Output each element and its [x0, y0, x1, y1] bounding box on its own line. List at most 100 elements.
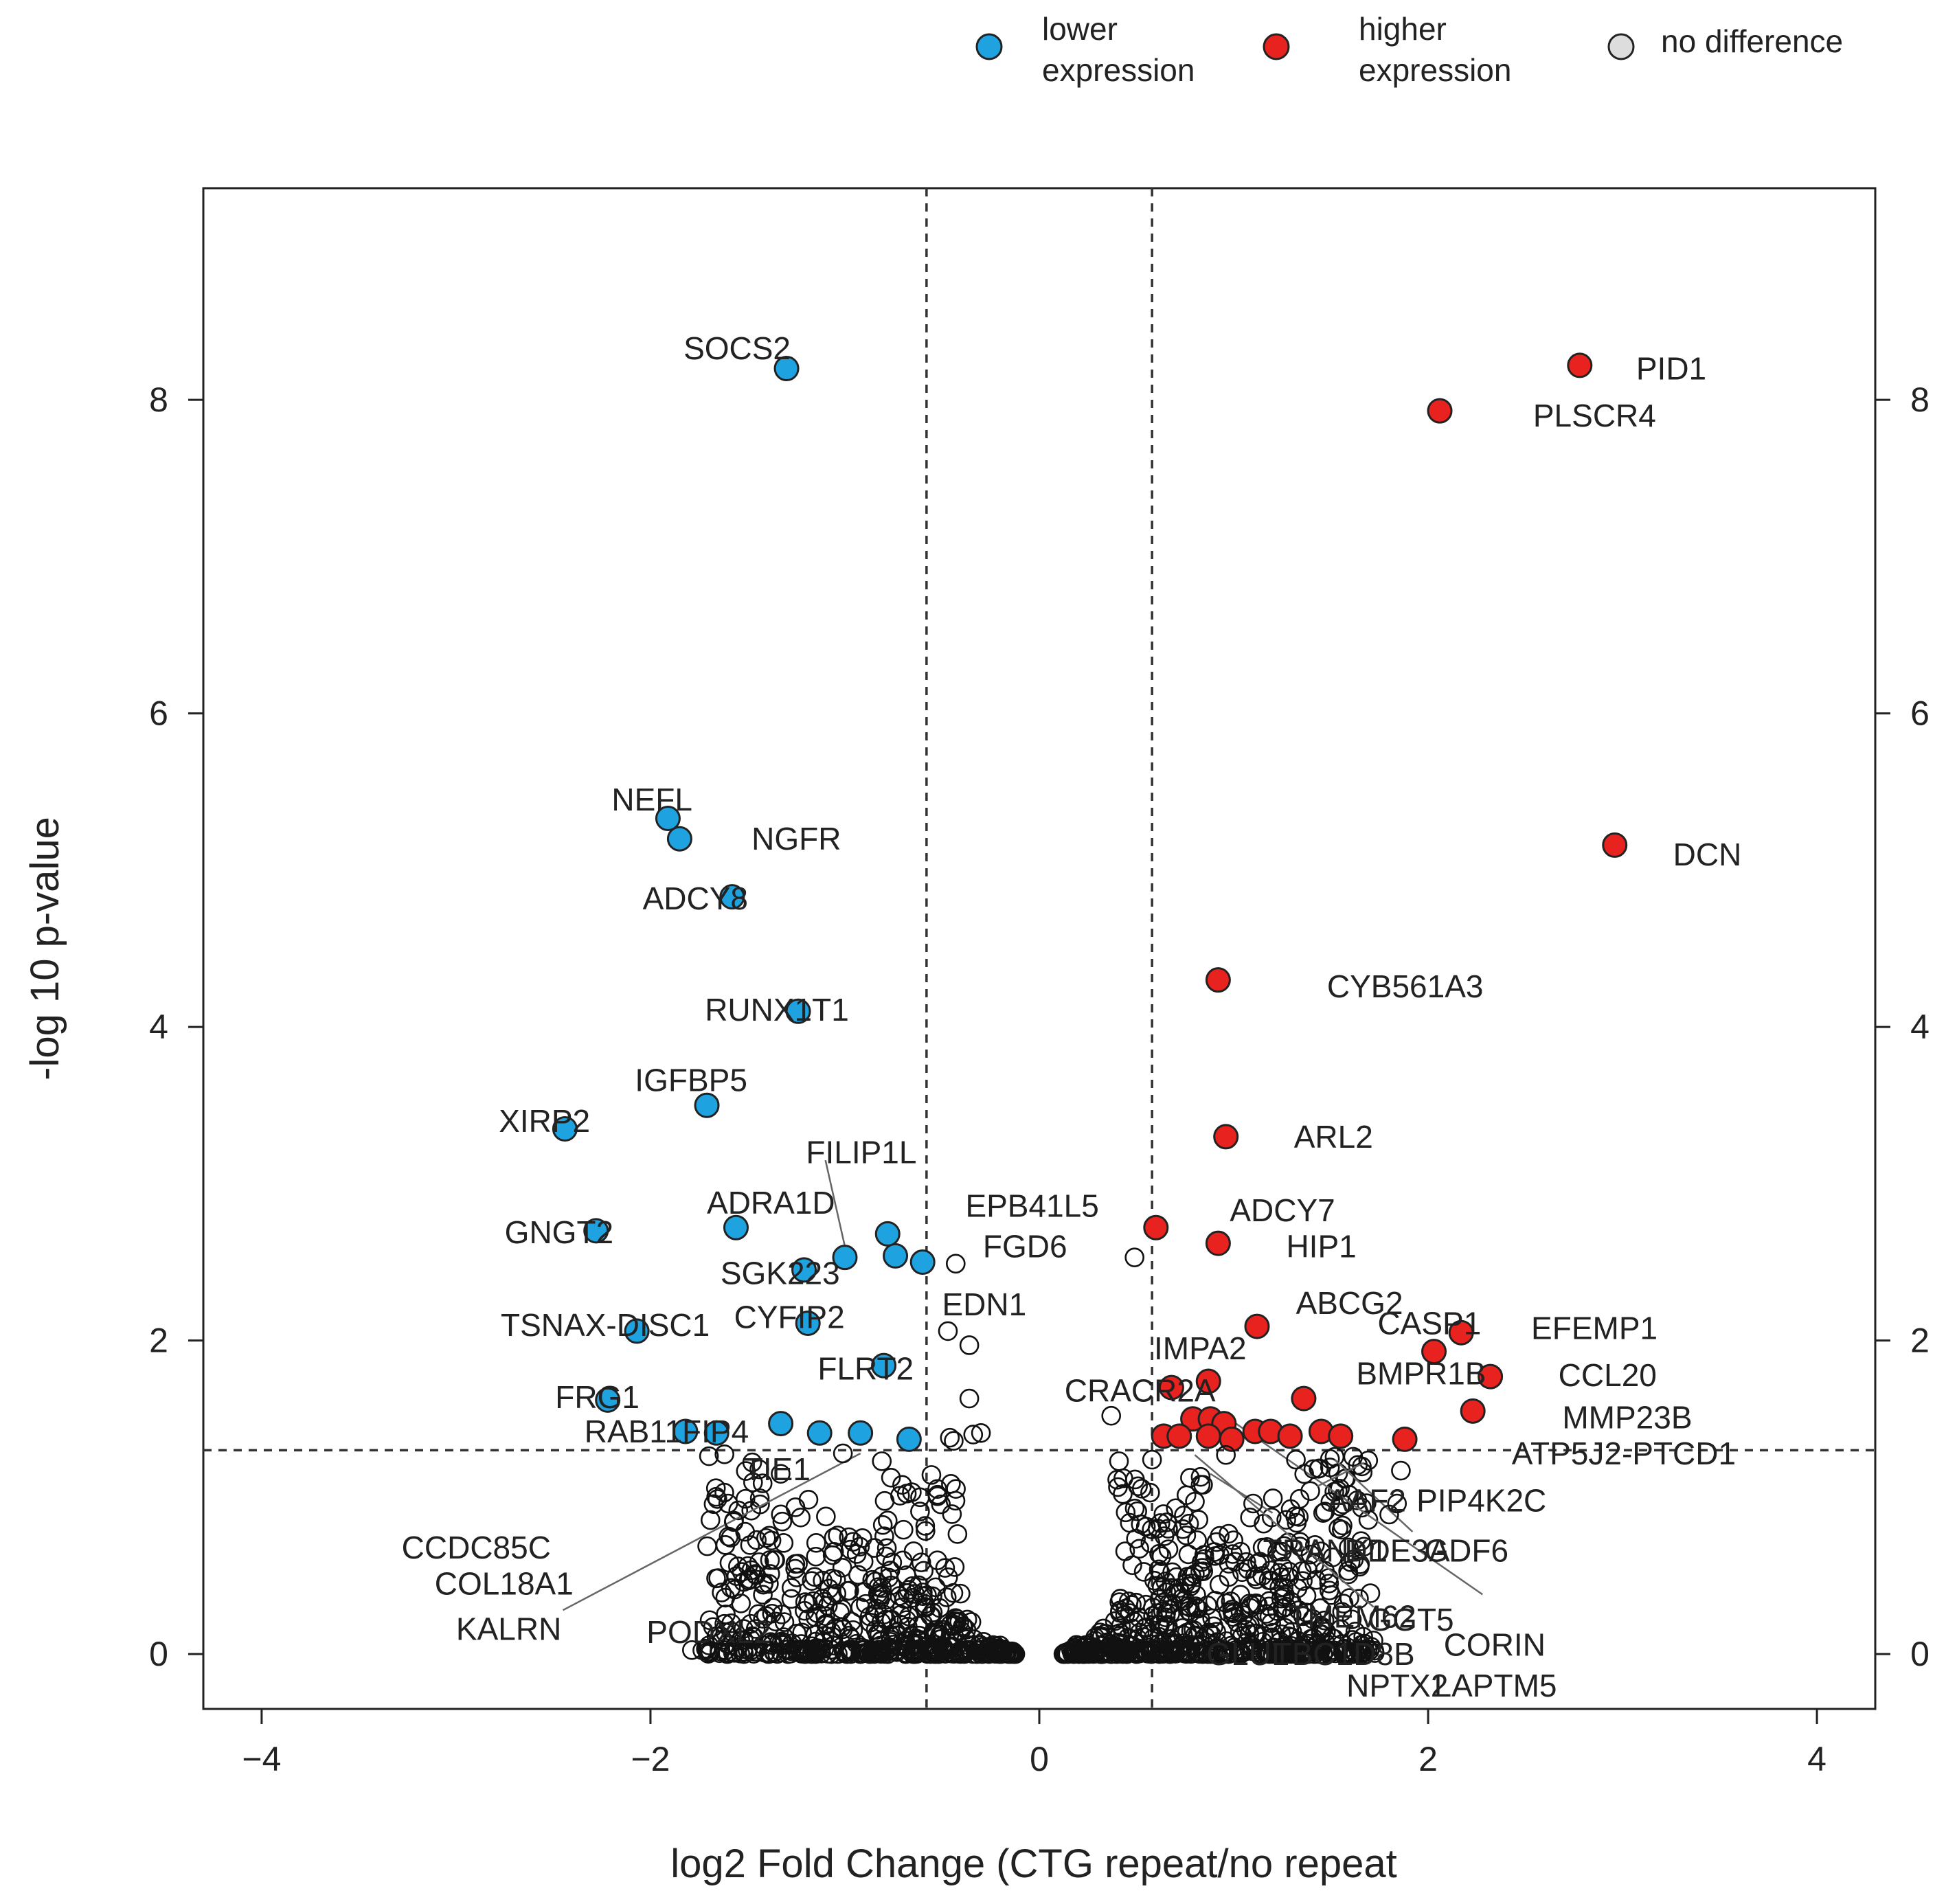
point-no-difference — [785, 1559, 805, 1579]
point-no-difference — [1180, 1576, 1201, 1596]
gene-label: MMP23B — [1562, 1399, 1692, 1435]
point-no-difference — [1293, 1606, 1313, 1627]
legend-label-none: no difference — [1661, 23, 1843, 59]
point-no-difference — [876, 1538, 897, 1559]
point-lower-expression — [723, 1214, 749, 1240]
point-higher-expression — [1448, 1319, 1474, 1346]
point-no-difference — [764, 1550, 784, 1570]
point-no-difference — [1358, 1450, 1379, 1471]
point-no-difference — [1319, 1574, 1339, 1594]
point-higher-expression — [1213, 1124, 1239, 1150]
point-no-difference — [959, 1388, 980, 1409]
point-no-difference — [1274, 1577, 1294, 1598]
point-no-difference — [944, 1557, 965, 1577]
point-no-difference — [1202, 1608, 1222, 1629]
point-no-difference — [1149, 1543, 1169, 1564]
point-no-difference — [903, 1541, 924, 1561]
point-no-difference — [1274, 1642, 1293, 1662]
point-no-difference — [771, 1504, 791, 1525]
point-no-difference — [1352, 1456, 1372, 1477]
point-no-difference — [1346, 1642, 1366, 1662]
point-no-difference — [1296, 1602, 1316, 1623]
gene-label: EPB41L5 — [965, 1188, 1098, 1223]
point-no-difference — [1332, 1602, 1353, 1622]
axes: −4 −2 0 2 4 0 0 2 2 4 4 6 6 8 8 — [149, 381, 1930, 1778]
point-no-difference — [1179, 1513, 1199, 1534]
point-higher-expression — [1143, 1214, 1169, 1240]
point-no-difference — [730, 1644, 751, 1664]
point-no-difference — [894, 1519, 914, 1540]
point-no-difference — [734, 1630, 754, 1650]
point-no-difference — [864, 1538, 885, 1558]
point-higher-expression — [1195, 1368, 1221, 1394]
point-no-difference — [1269, 1642, 1289, 1662]
point-no-difference — [740, 1535, 760, 1555]
point-no-difference — [960, 1640, 980, 1660]
point-no-difference — [1282, 1622, 1302, 1642]
gene-label: BMPR1B — [1356, 1356, 1486, 1392]
point-no-difference — [1056, 1644, 1076, 1664]
point-no-difference — [781, 1578, 802, 1598]
point-lower-expression — [595, 1387, 621, 1413]
point-higher-expression — [1328, 1423, 1354, 1449]
point-higher-expression — [1158, 1374, 1184, 1401]
point-no-difference — [760, 1550, 780, 1570]
point-no-difference — [1309, 1641, 1329, 1661]
point-no-difference — [1214, 1642, 1234, 1663]
point-lower-expression — [909, 1249, 936, 1275]
point-no-difference — [834, 1642, 855, 1663]
y-tick-label-left: 2 — [149, 1322, 168, 1360]
point-higher-expression — [1195, 1423, 1221, 1449]
point-no-difference — [798, 1489, 819, 1510]
gene-label: ABCG2 — [1296, 1285, 1403, 1321]
leader-line — [1233, 1421, 1484, 1596]
point-lower-expression — [655, 806, 681, 832]
point-no-difference — [1360, 1583, 1381, 1603]
point-no-difference — [1158, 1539, 1179, 1559]
gene-label: PODXL2 — [646, 1614, 771, 1650]
point-no-difference — [1296, 1586, 1317, 1606]
point-no-difference — [1166, 1644, 1186, 1664]
point-no-difference — [718, 1493, 738, 1514]
point-no-difference — [951, 1583, 971, 1604]
gene-label: AAF2 — [1327, 1482, 1406, 1518]
point-no-difference — [712, 1583, 732, 1602]
point-lower-expression — [848, 1420, 874, 1446]
point-higher-expression — [1166, 1423, 1192, 1449]
point-no-difference — [1342, 1609, 1362, 1629]
point-no-difference — [1115, 1541, 1135, 1561]
point-no-difference — [1242, 1641, 1262, 1662]
gene-label: ARL2 — [1294, 1119, 1373, 1155]
point-no-difference — [1259, 1607, 1280, 1627]
point-no-difference — [1124, 1247, 1144, 1267]
point-no-difference — [890, 1486, 910, 1506]
gene-label: CRACR2A — [1065, 1373, 1216, 1409]
gene-label: CCL20 — [1559, 1357, 1657, 1393]
point-no-difference — [882, 1552, 903, 1573]
gene-label: FLRT2 — [817, 1351, 914, 1387]
point-lower-expression — [694, 1092, 720, 1118]
point-no-difference — [826, 1569, 846, 1590]
point-no-difference — [1107, 1644, 1127, 1664]
legend-label-higher: expression — [1359, 52, 1511, 88]
x-tick-label: −2 — [631, 1740, 670, 1778]
point-no-difference — [1364, 1640, 1385, 1661]
point-no-difference — [923, 1586, 942, 1607]
point-no-difference — [879, 1567, 899, 1588]
point-no-difference — [1252, 1537, 1273, 1558]
point-no-difference — [700, 1510, 721, 1530]
point-no-difference — [1296, 1622, 1316, 1642]
point-no-difference — [1243, 1493, 1263, 1514]
point-no-difference — [1118, 1591, 1139, 1611]
gene-labels: SOCS2 PID1 PLSCR4 NEFL NGFR DCN ADCY8 CYB561A3 R… — [402, 330, 1742, 1703]
point-no-difference — [1128, 1476, 1148, 1497]
point-no-difference — [699, 1446, 719, 1466]
point-no-difference — [747, 1530, 767, 1550]
point-no-difference — [708, 1489, 727, 1509]
point-no-difference — [1153, 1601, 1173, 1621]
x-tick-label: 4 — [1807, 1740, 1826, 1778]
gene-label: IGFBP5 — [635, 1063, 747, 1098]
point-no-difference — [839, 1580, 859, 1601]
gene-label: TRANK1 — [1263, 1532, 1387, 1568]
point-no-difference — [791, 1507, 811, 1528]
